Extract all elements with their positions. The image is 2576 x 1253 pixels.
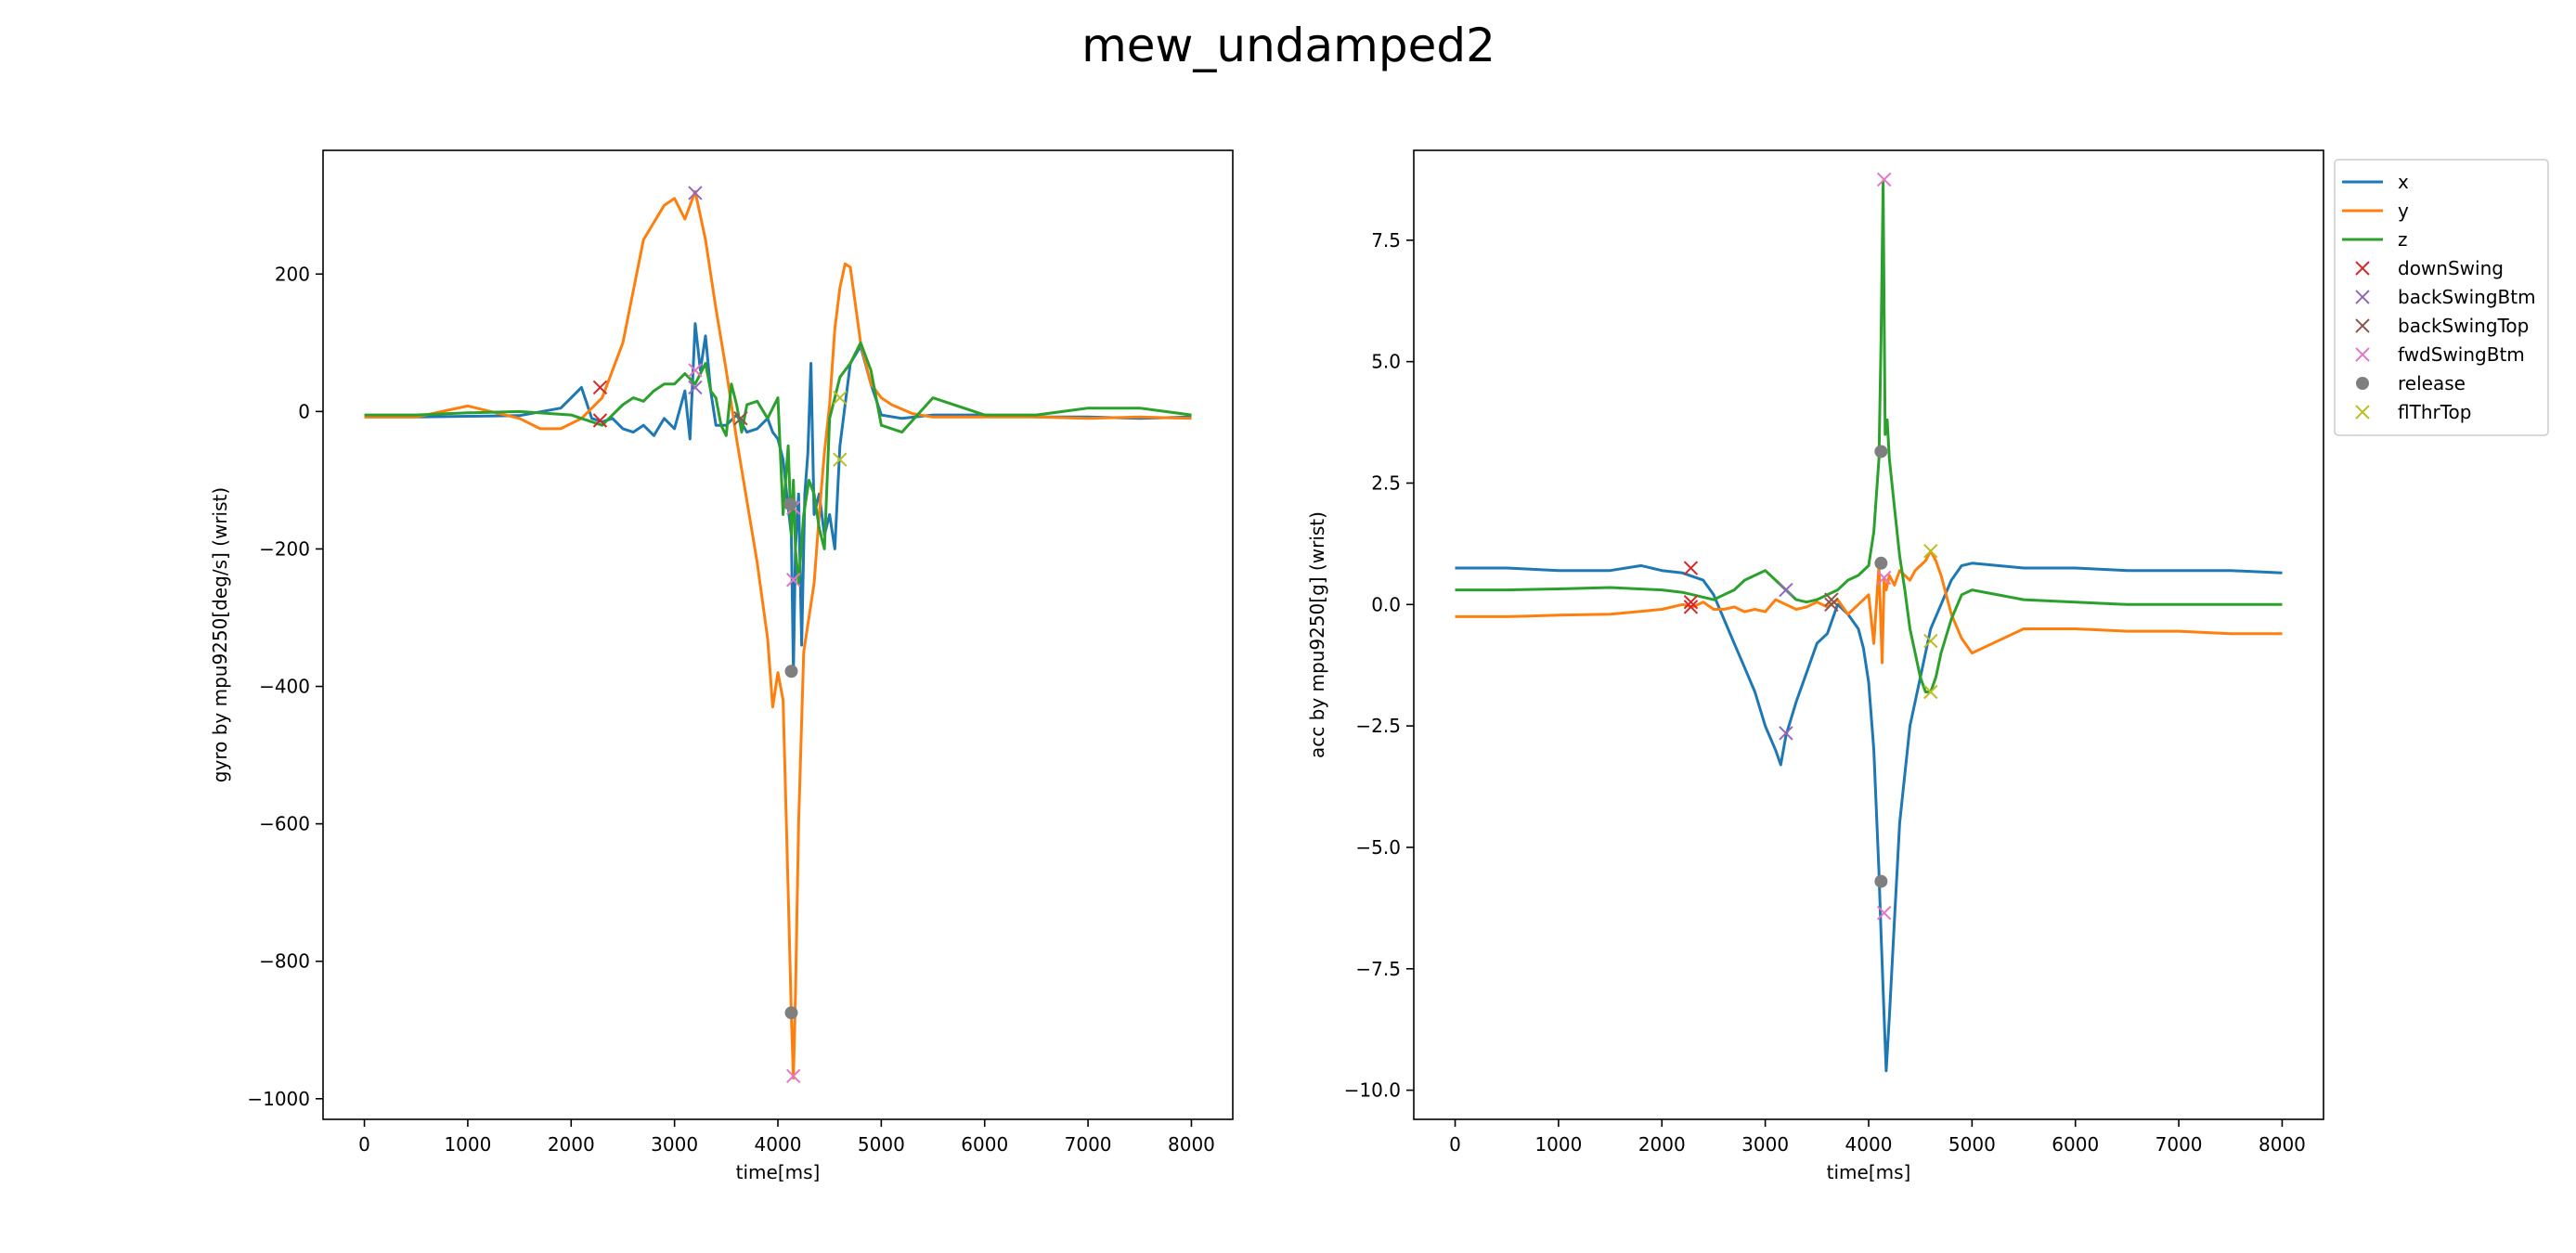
series-line-x: [1455, 562, 2283, 1073]
event-marker-downSwing: [1683, 600, 1699, 614]
x-axis-label: time[ms]: [1827, 1161, 1911, 1183]
x-tick-label: 4000: [755, 1133, 802, 1156]
x-tick-label: 7000: [2155, 1133, 2203, 1156]
event-marker-flThrTop: [833, 390, 848, 406]
series-line-y: [364, 189, 1192, 1080]
event-marker-flThrTop: [1923, 633, 1938, 649]
x-tick-label: 0: [1449, 1133, 1461, 1156]
y-tick-label: −400: [259, 676, 310, 698]
event-marker-fwdSwingBtm: [785, 573, 801, 588]
x-tick-label: 2000: [1638, 1133, 1686, 1156]
x-tick-label: 7000: [1065, 1133, 1112, 1156]
event-marker-release: [784, 1006, 798, 1020]
gyro-panel: 0 1000 2000 3000 4000 5000 6000 7000 8000−1000−8…: [209, 149, 1234, 1183]
event-marker-release: [1874, 556, 1888, 570]
event-marker-backSwingTop: [733, 411, 748, 426]
event-marker-flThrTop: [1923, 544, 1938, 559]
event-marker-release: [1874, 874, 1888, 888]
y-tick-label: −10.0: [1344, 1079, 1401, 1102]
x-tick-label: 8000: [2259, 1133, 2306, 1156]
x-tick-label: 4000: [1845, 1133, 1893, 1156]
x-tick-label: 8000: [1168, 1133, 1215, 1156]
legend-symbol-backSwingTop: [2355, 318, 2370, 333]
y-tick-label: −5.0: [1355, 836, 1401, 859]
event-marker-backSwingBtm: [1779, 726, 1793, 741]
series-line-y: [1455, 549, 2283, 665]
event-marker-release: [783, 497, 797, 511]
axes-frame: [1413, 149, 2324, 1120]
y-tick-label: −200: [259, 537, 310, 560]
event-marker-backSwingTop: [1824, 597, 1839, 613]
event-marker-fwdSwingBtm: [688, 363, 703, 378]
legend-symbol-flThrTop: [2355, 405, 2370, 420]
event-marker-downSwing: [1683, 594, 1699, 610]
event-marker-downSwing: [592, 413, 608, 428]
x-tick-label: 6000: [2052, 1133, 2099, 1156]
series-line-x: [364, 322, 1192, 675]
y-tick-label: 0.0: [1371, 593, 1401, 615]
event-marker-backSwingTop: [1824, 592, 1839, 607]
y-axis-label: gyro by mpu9250[deg/s] (wrist): [209, 487, 231, 782]
x-tick-label: 2000: [548, 1133, 595, 1156]
event-marker-flThrTop: [1923, 684, 1938, 700]
axes-frame: [322, 149, 1234, 1120]
event-marker-backSwingBtm: [688, 380, 703, 395]
x-tick-label: 6000: [961, 1133, 1008, 1156]
x-tick-label: 1000: [444, 1133, 491, 1156]
x-tick-label: 0: [358, 1133, 370, 1156]
y-tick-label: −7.5: [1355, 958, 1401, 980]
y-tick-label: 2.5: [1371, 471, 1401, 494]
legend: xyz downSwing backSwingBtm backSwingTop fwdS…: [2334, 159, 2549, 436]
legend-label-downSwing: downSwing: [2398, 257, 2504, 279]
x-tick-label: 3000: [651, 1133, 698, 1156]
x-tick-label: 5000: [858, 1133, 905, 1156]
legend-symbol-backSwingBtm: [2355, 290, 2370, 304]
legend-label-backSwingBtm: backSwingBtm: [2398, 286, 2536, 308]
y-tick-label: −800: [259, 950, 310, 973]
legend-label-backSwingTop: backSwingTop: [2398, 315, 2529, 337]
x-axis-label: time[ms]: [736, 1161, 821, 1183]
legend-label-z: z: [2398, 228, 2408, 251]
series-line-z: [364, 341, 1192, 585]
x-tick-label: 1000: [1534, 1133, 1582, 1156]
legend-label-y: y: [2398, 200, 2409, 222]
event-marker-downSwing: [1683, 561, 1699, 575]
event-marker-release: [784, 665, 798, 678]
event-marker-downSwing: [592, 380, 608, 395]
y-tick-label: 7.5: [1371, 229, 1401, 252]
y-tick-label: 0: [298, 400, 310, 422]
x-tick-label: 5000: [1948, 1133, 1996, 1156]
event-marker-fwdSwingBtm: [1876, 172, 1892, 187]
event-marker-backSwingBtm: [688, 186, 703, 200]
y-tick-label: −2.5: [1355, 715, 1401, 737]
legend-label-x: x: [2398, 171, 2409, 193]
event-marker-backSwingBtm: [1779, 582, 1793, 598]
legend-symbol-release: [2356, 377, 2369, 390]
event-marker-fwdSwingBtm: [785, 1068, 801, 1084]
series-line-z: [1455, 180, 2283, 693]
legend-symbol-downSwing: [2355, 261, 2370, 276]
legend-label-fwdSwingBtm: fwdSwingBtm: [2398, 343, 2525, 366]
legend-symbol-fwdSwingBtm: [2355, 347, 2370, 362]
legend-label-flThrTop: flThrTop: [2398, 401, 2471, 423]
figure-title: mew_undamped2: [1081, 19, 1495, 72]
y-axis-label: acc by mpu9250[g] (wrist): [1306, 511, 1328, 758]
acc-panel: 0 1000 2000 3000 4000 5000 6000 7000 8000 −10.0 −7…: [1306, 149, 2324, 1183]
legend-label-release: release: [2398, 372, 2466, 394]
y-tick-label: 200: [275, 263, 310, 285]
legend-box: [2334, 159, 2549, 436]
event-marker-flThrTop: [833, 452, 848, 467]
event-marker-fwdSwingBtm: [1876, 905, 1892, 921]
event-marker-release: [1874, 445, 1888, 459]
y-tick-label: 5.0: [1371, 351, 1401, 373]
y-tick-label: −1000: [247, 1088, 310, 1110]
y-tick-label: −600: [259, 813, 310, 835]
x-tick-label: 3000: [1741, 1133, 1789, 1156]
event-marker-fwdSwingBtm: [1876, 570, 1892, 586]
